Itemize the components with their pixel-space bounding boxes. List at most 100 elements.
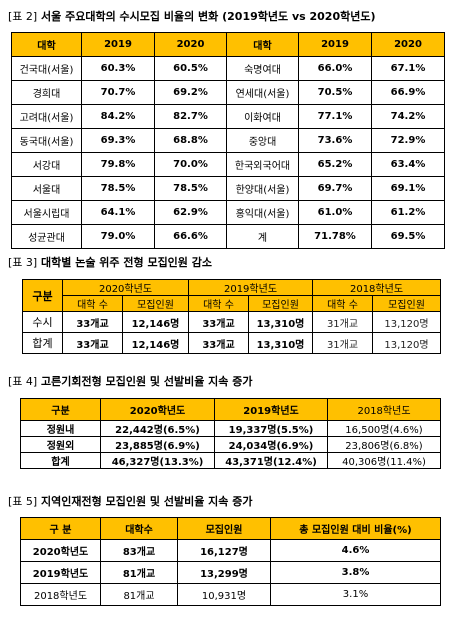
table-row: 동국대(서울) 69.3% 68.8% 중앙대 73.6% 72.9% [11, 128, 445, 153]
table-cell: 16,500명(4.6%) [327, 420, 441, 437]
table5-body: 2020학년도 83개교 16,127명 4.6% 2019학년도 81개교 13,299명… [20, 539, 441, 606]
table-cell: 2020학년도 [20, 539, 101, 562]
table-cell: 홍익대(서울) [226, 200, 299, 225]
table2-header-row: 대학 2019 2020 대학 2019 2020 [11, 32, 445, 57]
table-cell: 66.6% [154, 224, 227, 249]
table3-year-header: 2018학년도 [312, 279, 441, 296]
table-row: 2020학년도 83개교 16,127명 4.6% [20, 539, 441, 562]
table2-header: 대학 [11, 32, 82, 57]
table-cell: 82.7% [154, 104, 227, 129]
table4-caption-text: 고른기회전형 모집인원 및 선발비율 지속 증가 [41, 375, 253, 388]
table-cell: 67.1% [371, 56, 445, 81]
table4-body: 정원내 22,442명(6.5%) 19,337명(5.5%) 16,500명(4.6… [20, 420, 441, 469]
table2-caption-text: 서울 주요대학의 수시모집 비율의 변화 (2019학년도 vs 2020학년도… [41, 10, 376, 23]
table-cell: 한양대(서울) [226, 176, 299, 201]
table-row: 서강대 79.8% 70.0% 한국외국어대 65.2% 63.4% [11, 152, 445, 177]
table-cell: 71.78% [298, 224, 372, 249]
table-cell: 69.3% [81, 128, 155, 153]
table-cell: 경희대 [11, 80, 82, 105]
table-cell: 22,442명(6.5%) [100, 420, 215, 437]
table-cell: 정원내 [20, 420, 101, 437]
table5-header: 모집인원 [177, 517, 271, 540]
table5-caption-text: 지역인재전형 모집인원 및 선발비율 지속 증가 [41, 495, 253, 508]
table-cell: 13,310명 [248, 332, 313, 354]
table-cell: 79.0% [81, 224, 155, 249]
table4-caption: [표 4] 고른기회전형 모집인원 및 선발비율 지속 증가 [8, 373, 252, 389]
table-cell: 70.7% [81, 80, 155, 105]
table-cell: 19,337명(5.5%) [214, 420, 328, 437]
table-cell: 한국외국어대 [226, 152, 299, 177]
table-cell: 60.3% [81, 56, 155, 81]
table-cell: 64.1% [81, 200, 155, 225]
table-cell: 81개교 [100, 583, 178, 606]
table5-header-row: 구 분 대학수 모집인원 총 모집인원 대비 비율(%) [20, 517, 441, 540]
table-row: 합계 33개교 12,146명 33개교 13,310명 31개교 13,120명 [22, 332, 441, 354]
table-cell: 12,146명 [122, 332, 189, 354]
table-cell: 62.9% [154, 200, 227, 225]
table3-subheader: 모집인원 [248, 295, 313, 312]
table-cell: 70.5% [298, 80, 372, 105]
table3-caption-text: 대학별 논술 위주 전형 모집인원 감소 [41, 256, 212, 269]
table-cell: 81개교 [100, 561, 178, 584]
table4-header: 구분 [20, 398, 101, 421]
table-cell: 서울시립대 [11, 200, 82, 225]
table-cell: 2019학년도 [20, 561, 101, 584]
table-cell: 16,127명 [177, 539, 271, 562]
table-cell: 숙명여대 [226, 56, 299, 81]
table3-caption: [표 3] 대학별 논술 위주 전형 모집인원 감소 [8, 254, 212, 270]
table-cell: 63.4% [371, 152, 445, 177]
table-cell: 23,806명(6.8%) [327, 436, 441, 453]
table-cell: 합계 [22, 332, 63, 354]
table-cell: 69.7% [298, 176, 372, 201]
table3-body: 수시 33개교 12,146명 33개교 13,310명 31개교 13,120명 합계 33개… [22, 311, 441, 354]
table-cell: 69.5% [371, 224, 445, 249]
table-cell: 4.6% [270, 539, 441, 562]
table-row: 서울시립대 64.1% 62.9% 홍익대(서울) 61.0% 61.2% [11, 200, 445, 225]
table2-header: 2019 [81, 32, 155, 57]
table3-subheader: 대학 수 [62, 295, 123, 312]
table-cell: 61.0% [298, 200, 372, 225]
table-cell: 77.1% [298, 104, 372, 129]
table4: 구분 2020학년도 2019학년도 2018학년도 정원내 22,442명(6.… [20, 398, 441, 469]
table-cell: 동국대(서울) [11, 128, 82, 153]
table-cell: 61.2% [371, 200, 445, 225]
table3: 구분 2020학년도 2019학년도 2018학년도 대학 수 모집인원 대학 … [22, 279, 441, 354]
table-cell: 31개교 [312, 332, 373, 354]
table3-year-header: 2019학년도 [188, 279, 313, 296]
table-cell: 3.8% [270, 561, 441, 584]
table-cell: 정원외 [20, 436, 101, 453]
table-cell: 66.9% [371, 80, 445, 105]
table3-subheader: 대학 수 [312, 295, 373, 312]
table-cell: 78.5% [154, 176, 227, 201]
table-row: 합계 46,327명(13.3%) 43,371명(12.4%) 40,306명(11… [20, 452, 441, 469]
table3-caption-prefix: [표 3] [8, 256, 38, 269]
table-cell: 69.1% [371, 176, 445, 201]
table-cell: 건국대(서울) [11, 56, 82, 81]
table2-header: 대학 [226, 32, 299, 57]
table-row: 2019학년도 81개교 13,299명 3.8% [20, 561, 441, 584]
table-cell: 66.0% [298, 56, 372, 81]
table-cell: 84.2% [81, 104, 155, 129]
table-cell: 서강대 [11, 152, 82, 177]
table-row: 정원내 22,442명(6.5%) 19,337명(5.5%) 16,500명(4.6… [20, 420, 441, 437]
table-cell: 12,146명 [122, 311, 189, 333]
table5-caption-prefix: [표 5] [8, 495, 38, 508]
table-cell: 2018학년도 [20, 583, 101, 606]
table-cell: 83개교 [100, 539, 178, 562]
table-row: 수시 33개교 12,146명 33개교 13,310명 31개교 13,120명 [22, 311, 441, 333]
table-cell: 13,299명 [177, 561, 271, 584]
table-cell: 78.5% [81, 176, 155, 201]
table-cell: 13,120명 [372, 332, 441, 354]
table-cell: 40,306명(11.4%) [327, 452, 441, 469]
table2-header: 2020 [154, 32, 227, 57]
table-cell: 3.1% [270, 583, 441, 606]
table3-subheader: 대학 수 [188, 295, 249, 312]
table-row: 고려대(서울) 84.2% 82.7% 이화여대 77.1% 74.2% [11, 104, 445, 129]
table2-caption-prefix: [표 2] [8, 10, 38, 23]
table-cell: 23,885명(6.9%) [100, 436, 215, 453]
table-row: 경희대 70.7% 69.2% 연세대(서울) 70.5% 66.9% [11, 80, 445, 105]
table-cell: 33개교 [62, 311, 123, 333]
table-cell: 수시 [22, 311, 63, 333]
table-row: 정원외 23,885명(6.9%) 24,034명(6.9%) 23,806명(6.8… [20, 436, 441, 453]
